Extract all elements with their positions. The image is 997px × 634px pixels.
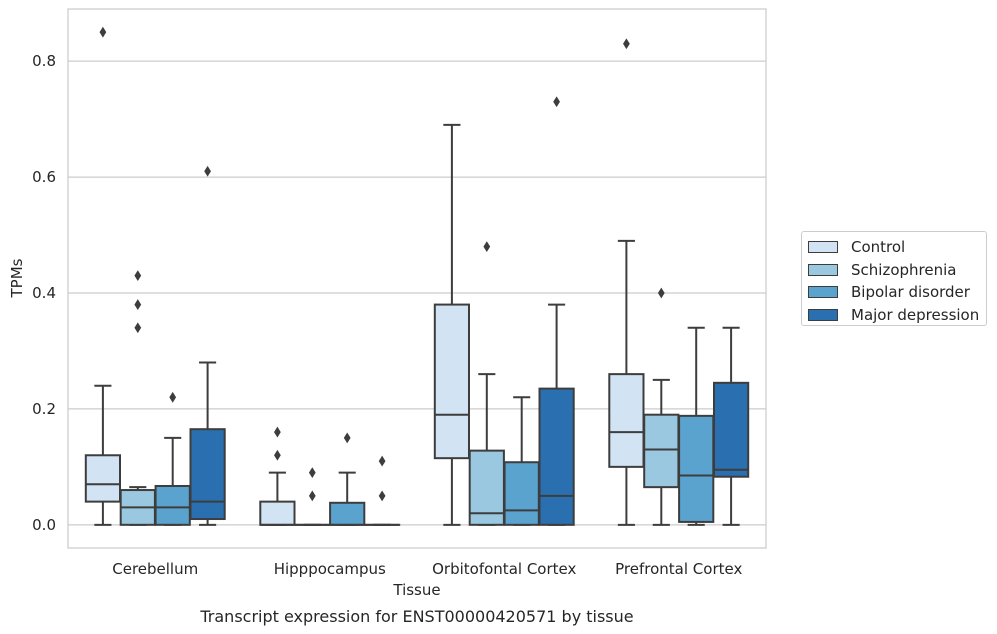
legend-item-schizophrenia: Schizophrenia [808,259,980,282]
outlier-point [343,432,351,444]
chart-caption: Transcript expression for ENST0000042057… [199,607,633,626]
y-axis-label: TPMs [8,258,26,298]
outlier-point [378,455,386,467]
legend-label-bipolar-disorder: Bipolar disorder [851,283,970,302]
y-tick-label: 0.8 [32,52,56,70]
legend-item-major-depression: Major depression [808,304,980,327]
y-tick-label: 0.6 [32,168,56,186]
box-body [608,373,645,468]
box-prefrontal-cortex-major-depression [712,326,750,526]
x-tick-label-orbitofontal-cortex: Orbitofontal Cortex [432,560,576,578]
y-tick-label: 0.0 [32,516,56,534]
box-orbitofontal-cortex-major-depression [538,96,575,526]
box-body [538,387,575,526]
outlier-point [134,322,142,334]
legend-label-control: Control [851,238,906,257]
box-prefrontal-cortex-bipolar-disorder [678,326,715,526]
outlier-point [308,467,316,479]
x-tick-label-hipppocampus: Hipppocampus [274,560,386,578]
legend-swatch-bipolar-disorder [808,286,838,299]
box-body [712,381,750,478]
outlier-point [204,165,211,177]
legend-swatch-control [808,241,838,254]
box-hipppocampus-control [259,426,296,526]
y-tick-labels: 0.0 0.2 0.4 0.6 0.8 [32,52,56,534]
outlier-point [169,391,177,403]
box-cerebellum-control [84,26,122,526]
box-orbitofontal-cortex-schizophrenia [468,241,505,526]
box-hipppocampus-bipolar-disorder [329,432,366,526]
x-tick-label-prefrontal-cortex: Prefrontal Cortex [615,560,742,578]
legend-swatch-schizophrenia [808,263,838,276]
box-body [259,500,296,526]
box-orbitofontal-cortex-control [433,123,471,526]
box-body [189,428,226,521]
boxes [84,26,750,526]
x-axis-label: Tissue [392,581,440,599]
box-body [503,461,540,526]
outlier-point [99,26,107,38]
x-tick-label-cerebellum: Cerebellum [112,560,198,578]
legend-item-bipolar-disorder: Bipolar disorder [808,281,980,304]
outlier-point [483,241,491,253]
box-hipppocampus-major-depression [363,455,401,526]
y-tick-label: 0.4 [32,284,56,302]
outlier-point [623,38,630,50]
y-tick-label: 0.2 [32,400,56,418]
outlier-point [553,96,560,108]
outlier-point [378,490,386,502]
box-prefrontal-cortex-schizophrenia [643,287,680,526]
box-body [84,454,122,503]
box-prefrontal-cortex-control [608,38,645,526]
outlier-point [308,490,316,502]
outlier-point [274,449,281,461]
box-body [678,414,715,523]
legend-label-schizophrenia: Schizophrenia [851,260,957,279]
box-body [154,484,191,526]
x-tick-labels: Cerebellum Hipppocampus Orbitofontal Corte… [112,560,742,578]
box-cerebellum-schizophrenia [119,270,156,526]
box-body [329,501,366,526]
outlier-point [134,299,142,310]
outlier-point [657,287,665,299]
box-body [433,303,471,460]
box-body [643,413,680,489]
legend-swatch-major-depression [808,308,838,321]
legend-item-control: Control [808,236,980,259]
plot-area-border [67,8,767,549]
box-cerebellum-major-depression [189,165,226,526]
legend: Control Schizophrenia Bipolar disorder M… [801,231,987,326]
outlier-point [134,270,142,282]
outlier-point [274,426,281,438]
legend-label-major-depression: Major depression [851,305,980,324]
